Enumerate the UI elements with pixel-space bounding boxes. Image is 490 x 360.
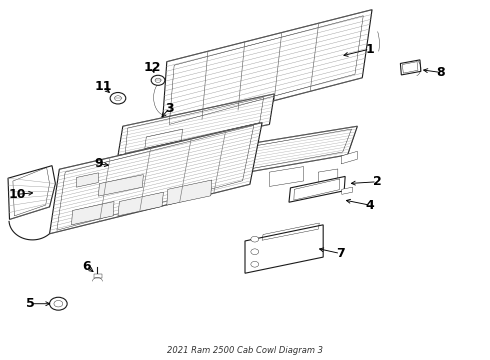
Polygon shape	[98, 175, 144, 196]
Text: 3: 3	[165, 102, 173, 115]
Text: 5: 5	[25, 297, 34, 310]
Polygon shape	[400, 60, 421, 75]
Polygon shape	[118, 94, 274, 156]
Polygon shape	[341, 151, 357, 164]
Polygon shape	[8, 166, 55, 220]
Polygon shape	[49, 123, 262, 234]
Text: 4: 4	[365, 199, 374, 212]
Text: 8: 8	[436, 66, 445, 79]
Text: 11: 11	[95, 80, 112, 93]
Polygon shape	[76, 173, 98, 187]
Polygon shape	[94, 274, 102, 278]
Circle shape	[49, 297, 67, 310]
Text: 2: 2	[372, 175, 381, 188]
Polygon shape	[140, 126, 357, 191]
Text: 6: 6	[82, 260, 91, 273]
Polygon shape	[72, 202, 114, 225]
Polygon shape	[167, 180, 212, 205]
Polygon shape	[245, 225, 323, 273]
Circle shape	[54, 301, 63, 307]
Circle shape	[110, 93, 126, 104]
Text: 9: 9	[94, 157, 103, 170]
Circle shape	[155, 78, 161, 82]
Text: 12: 12	[144, 60, 161, 73]
Circle shape	[251, 249, 259, 255]
Circle shape	[115, 96, 122, 101]
Text: 1: 1	[365, 42, 374, 55]
Text: 10: 10	[8, 188, 25, 201]
Circle shape	[151, 75, 165, 85]
Polygon shape	[289, 176, 345, 202]
Polygon shape	[342, 187, 352, 194]
Circle shape	[251, 261, 259, 267]
Text: 2021 Ram 2500 Cab Cowl Diagram 3: 2021 Ram 2500 Cab Cowl Diagram 3	[167, 346, 323, 355]
Polygon shape	[118, 192, 163, 216]
Polygon shape	[162, 10, 372, 130]
Circle shape	[251, 236, 259, 242]
Text: 7: 7	[336, 247, 344, 260]
